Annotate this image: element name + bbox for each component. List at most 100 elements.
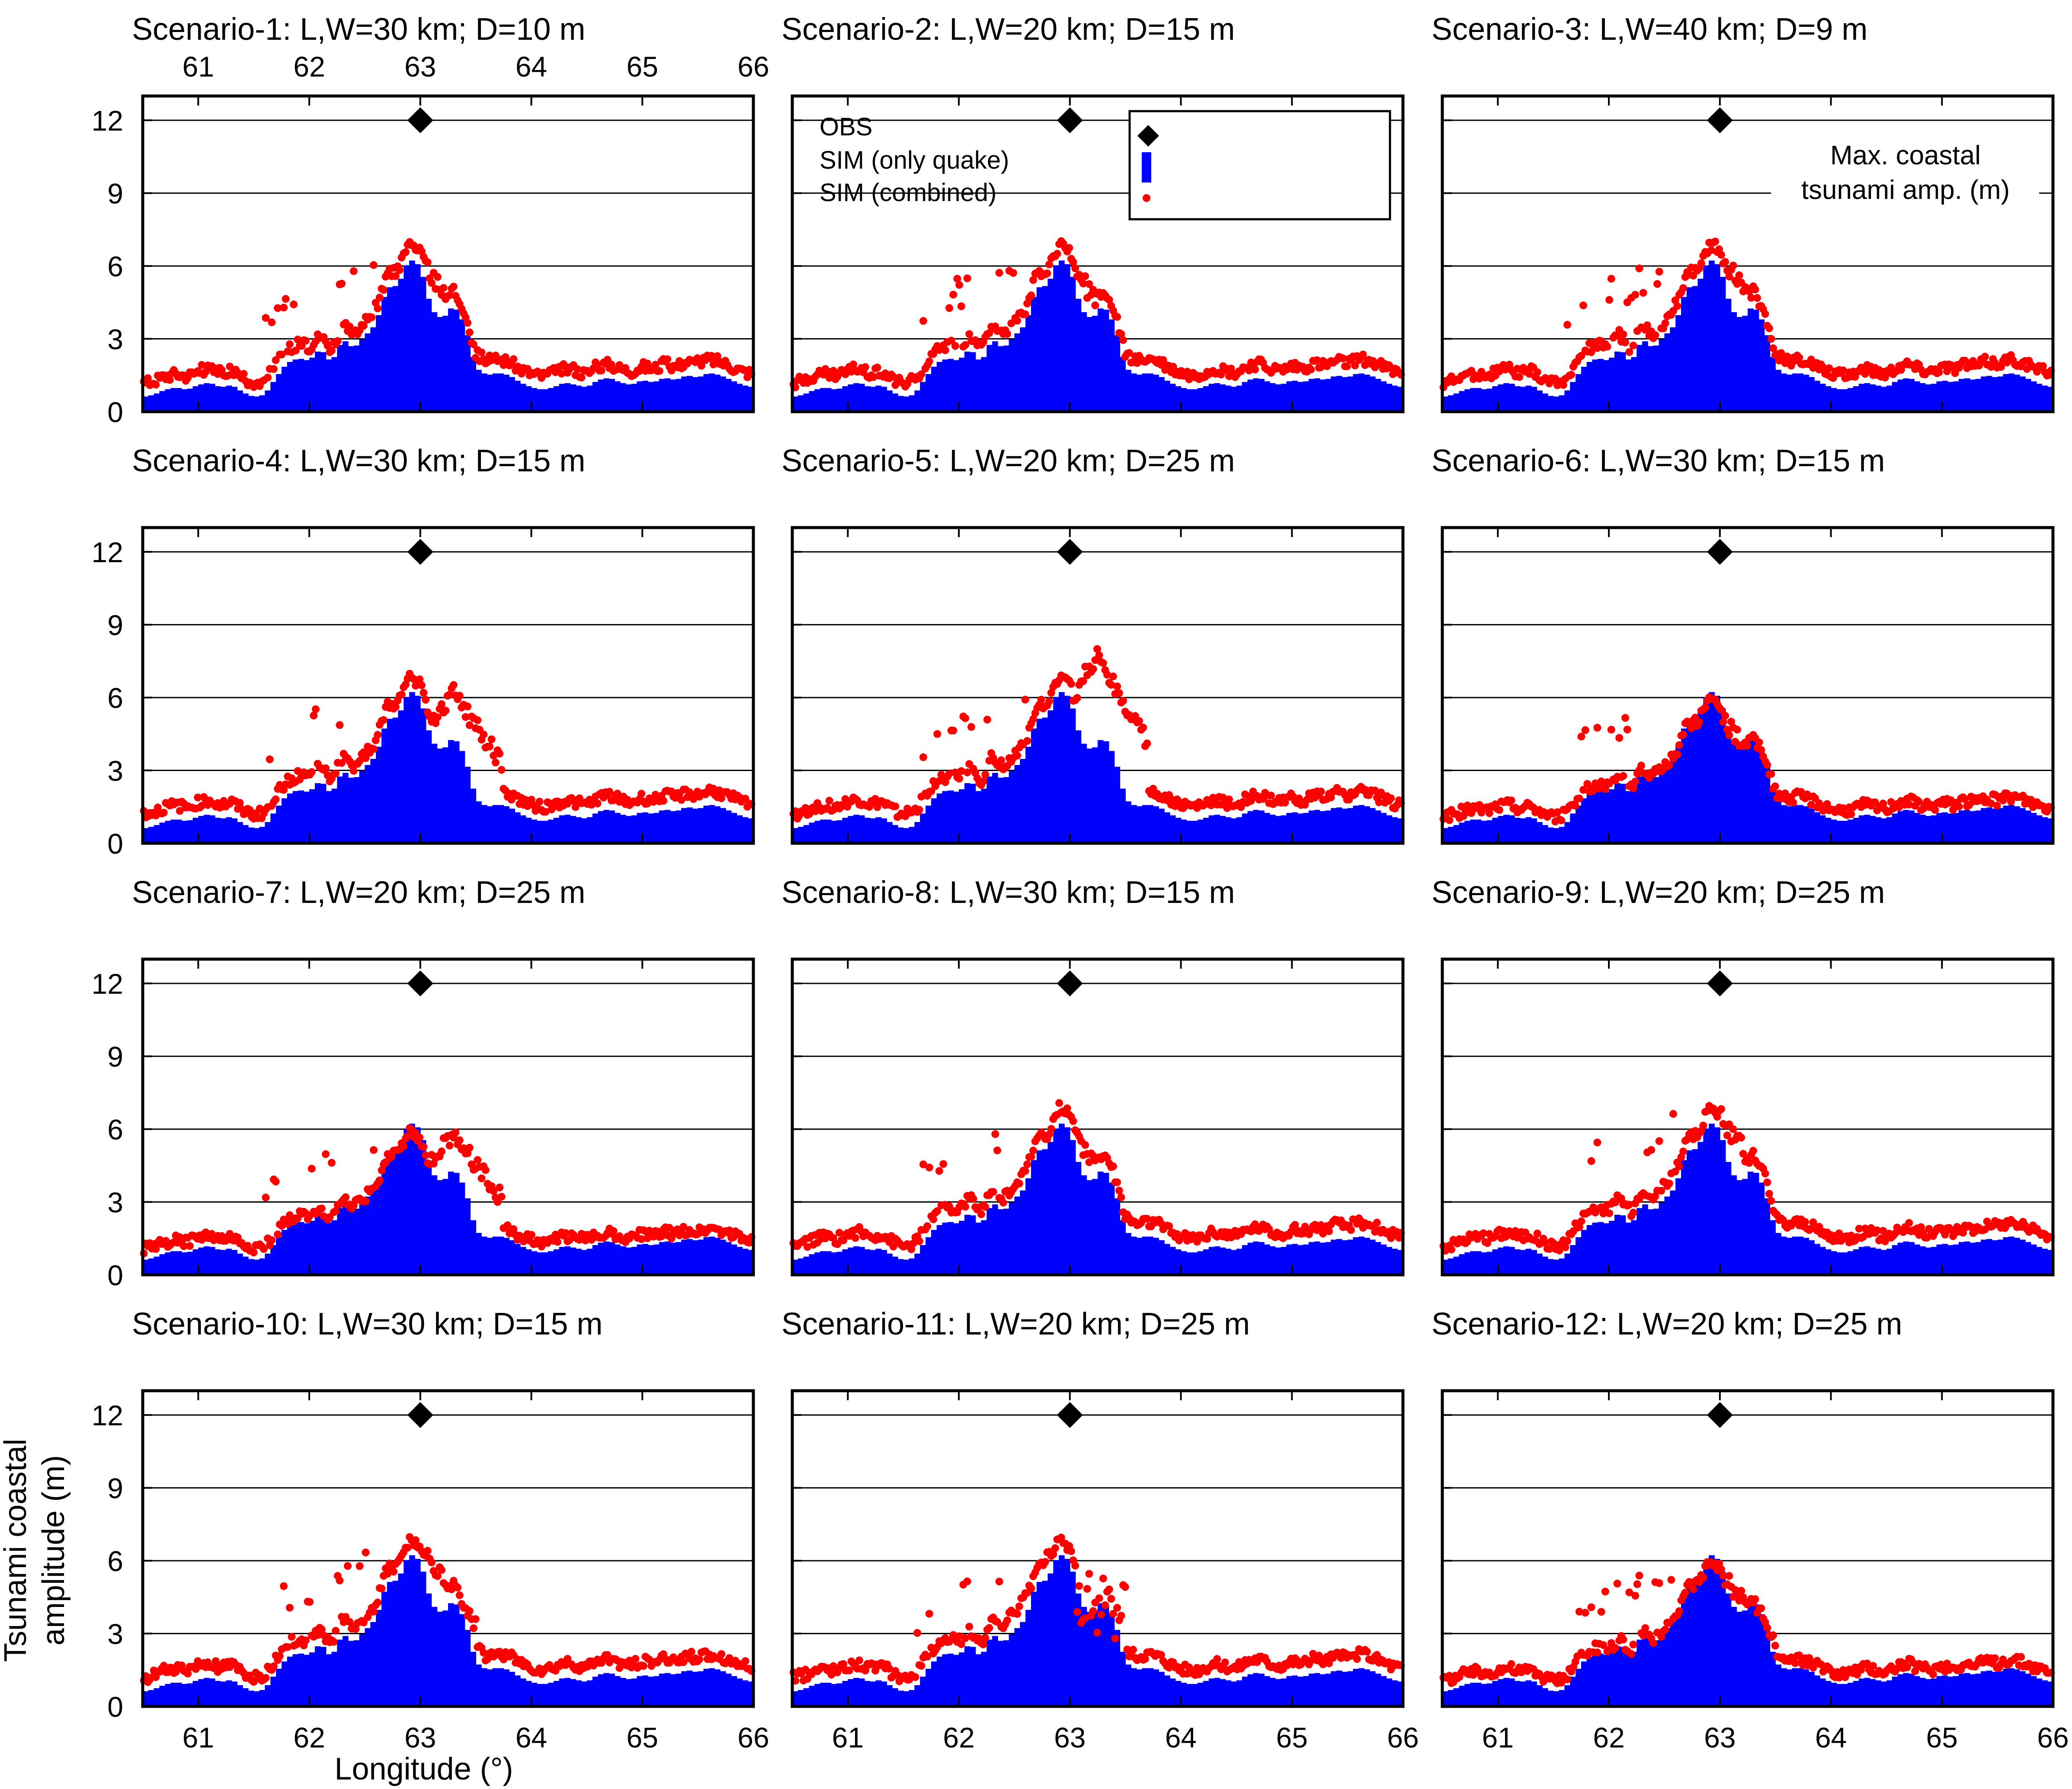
quake-bar <box>570 1679 576 1706</box>
combined-point <box>913 1629 922 1637</box>
combined-point <box>1107 681 1115 689</box>
quake-bar <box>826 1683 832 1706</box>
quake-bar <box>975 359 982 412</box>
combined-point <box>919 1160 927 1168</box>
combined-point <box>1049 1550 1057 1559</box>
quake-bar <box>814 1684 820 1706</box>
combined-point <box>380 286 388 294</box>
combined-point <box>535 797 544 806</box>
quake-bar <box>997 1209 1004 1275</box>
quake-bar <box>1486 388 1493 412</box>
quake-bar <box>664 378 671 412</box>
combined-point <box>915 806 923 814</box>
quake-bar <box>1476 819 1482 843</box>
quake-bar <box>1814 381 1820 412</box>
quake-bar <box>1870 384 1876 412</box>
combined-point <box>1495 806 1503 814</box>
combined-point <box>343 1562 352 1570</box>
quake-bar <box>365 765 371 843</box>
quake-bar <box>1581 798 1587 843</box>
quake-bar <box>1897 1674 1904 1706</box>
combined-point <box>160 1661 168 1670</box>
quake-bar <box>1670 327 1676 412</box>
combined-point <box>152 381 160 389</box>
quake-bar <box>1697 1573 1704 1706</box>
combined-point <box>1291 1221 1299 1229</box>
combined-point <box>951 342 959 350</box>
quake-bar <box>1764 1198 1771 1275</box>
quake-bar <box>1603 360 1609 412</box>
combined-point <box>1083 1585 1091 1593</box>
quake-bar <box>642 1244 648 1275</box>
combined-point <box>597 366 605 374</box>
quake-bar <box>1870 816 1876 843</box>
quake-bar <box>1369 808 1376 843</box>
quake-bar <box>548 1683 554 1706</box>
quake-bar <box>1981 1671 1987 1706</box>
quake-bar <box>509 377 515 412</box>
quake-bar <box>492 805 499 843</box>
combined-point <box>713 352 721 360</box>
quake-bar <box>314 1646 321 1706</box>
combined-point <box>985 1624 993 1632</box>
quake-bar <box>731 1244 737 1275</box>
combined-point <box>445 1142 454 1150</box>
quake-bar <box>1198 388 1204 412</box>
quake-bar <box>1781 805 1787 843</box>
quake-bar <box>192 1249 199 1275</box>
combined-point <box>1879 800 1887 808</box>
quake-bar <box>165 1252 171 1275</box>
y-tick-label: 12 <box>92 1399 123 1431</box>
quake-bar <box>1364 1669 1370 1706</box>
quake-bar <box>437 1180 443 1275</box>
quake-bar <box>1453 1256 1460 1275</box>
combined-point <box>387 1152 396 1161</box>
quake-bar <box>714 1238 721 1275</box>
quake-bar <box>897 1259 904 1275</box>
quake-bar <box>1598 790 1604 843</box>
quake-bar <box>1098 740 1104 843</box>
quake-bar <box>1659 339 1665 412</box>
quake-bar <box>1609 789 1615 843</box>
quake-bar <box>470 1220 476 1275</box>
combined-point <box>1095 1594 1103 1602</box>
quake-bar <box>304 1655 310 1706</box>
combined-point <box>1113 682 1121 691</box>
quake-bar <box>1653 1640 1659 1706</box>
combined-point <box>1577 1217 1585 1226</box>
combined-point <box>915 1237 923 1245</box>
combined-point <box>1579 301 1588 310</box>
quake-bar <box>537 389 543 412</box>
combined-point <box>1905 1219 1913 1227</box>
quake-bar <box>653 813 660 843</box>
quake-bar <box>1498 1679 1504 1706</box>
quake-bar <box>909 1258 915 1275</box>
y-tick-label: 0 <box>107 1259 123 1291</box>
combined-point <box>957 767 965 775</box>
quake-bar <box>1642 1204 1648 1275</box>
quake-bar <box>253 396 260 412</box>
quake-bar <box>842 1681 849 1706</box>
quake-bar <box>176 1251 182 1275</box>
combined-point <box>355 757 364 765</box>
combined-point <box>1103 671 1111 679</box>
quake-bar <box>1614 352 1620 412</box>
combined-point <box>332 769 340 778</box>
combined-point <box>1343 362 1351 370</box>
quake-bar <box>659 810 665 843</box>
quake-bar <box>331 1220 338 1275</box>
quake-bar <box>1714 264 1720 412</box>
quake-bar <box>1809 1240 1815 1275</box>
quake-bar <box>1992 1240 1998 1275</box>
quake-bar <box>198 1247 204 1275</box>
quake-bar <box>931 367 937 412</box>
quake-bar <box>1781 373 1787 412</box>
quake-bar <box>581 1681 587 1706</box>
combined-point <box>1387 794 1395 802</box>
quake-bar <box>603 378 610 412</box>
combined-point <box>1665 761 1673 769</box>
quake-bar <box>836 1683 843 1706</box>
quake-bar <box>1697 710 1704 843</box>
quake-bar <box>1770 1220 1776 1275</box>
quake-bar <box>431 1607 438 1706</box>
